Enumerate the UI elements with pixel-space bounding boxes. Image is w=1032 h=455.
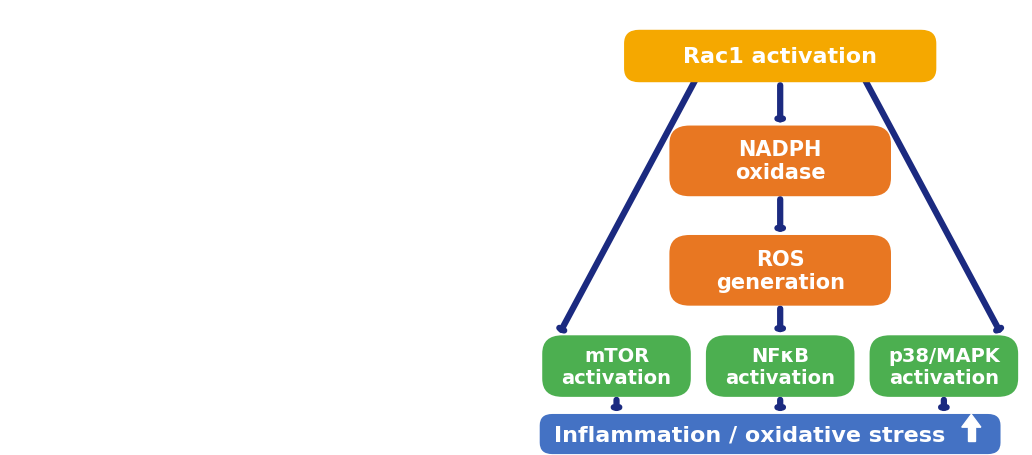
FancyBboxPatch shape	[670, 126, 891, 197]
Text: p38/MAPK
activation: p38/MAPK activation	[888, 346, 1000, 387]
Bar	[968, 427, 975, 441]
FancyBboxPatch shape	[624, 30, 936, 83]
Text: Rac1 activation: Rac1 activation	[683, 47, 877, 67]
Text: NADPH
oxidase: NADPH oxidase	[735, 140, 826, 183]
FancyBboxPatch shape	[870, 336, 1019, 397]
Text: ROS
generation: ROS generation	[716, 249, 844, 292]
Text: mTOR
activation: mTOR activation	[561, 346, 672, 387]
FancyBboxPatch shape	[706, 336, 854, 397]
FancyBboxPatch shape	[670, 236, 891, 306]
Polygon shape	[962, 415, 980, 427]
Text: NFκB
activation: NFκB activation	[725, 346, 835, 387]
Text: Inflammation / oxidative stress: Inflammation / oxidative stress	[554, 424, 945, 444]
FancyBboxPatch shape	[542, 336, 690, 397]
FancyBboxPatch shape	[540, 414, 1001, 454]
